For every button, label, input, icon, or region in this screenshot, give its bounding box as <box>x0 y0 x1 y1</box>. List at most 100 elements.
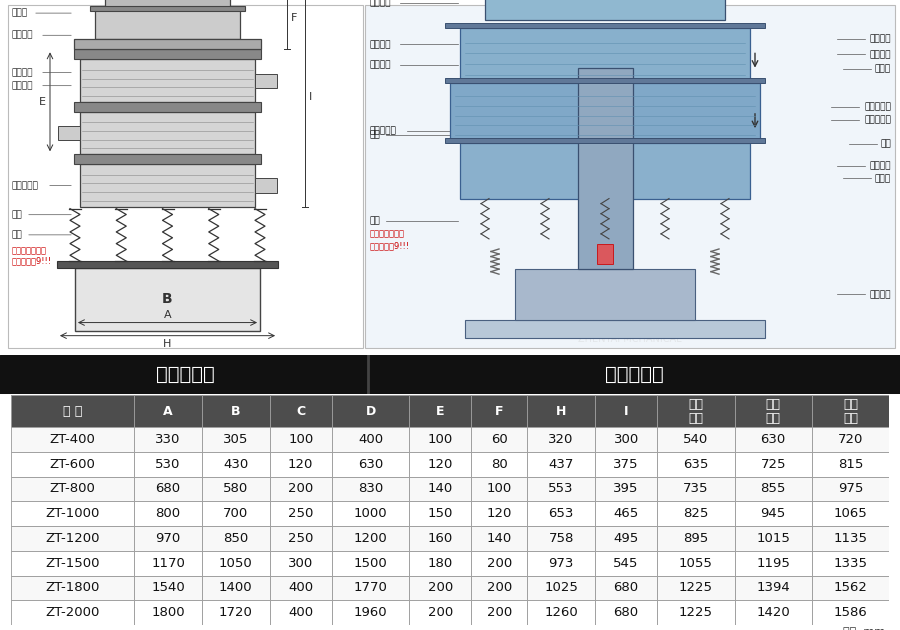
Bar <box>812 526 889 551</box>
Bar <box>270 551 332 576</box>
Text: 140: 140 <box>487 532 512 545</box>
Bar <box>527 600 595 625</box>
Bar <box>134 576 202 600</box>
Text: 850: 850 <box>223 532 248 545</box>
Bar <box>465 319 765 338</box>
Text: ZT-2000: ZT-2000 <box>45 606 100 619</box>
Bar <box>472 501 527 526</box>
Text: 200: 200 <box>487 606 512 619</box>
Text: 465: 465 <box>614 507 639 520</box>
Text: 60: 60 <box>491 433 508 446</box>
Bar <box>485 0 725 20</box>
Bar <box>11 427 134 452</box>
Text: 壓緊環: 壓緊環 <box>12 9 28 18</box>
Bar <box>460 143 750 198</box>
Text: 束環: 束環 <box>370 130 381 140</box>
Text: 束環: 束環 <box>12 210 22 219</box>
Text: 375: 375 <box>614 458 639 471</box>
Text: 外形尺寸圖: 外形尺寸圖 <box>156 365 214 384</box>
Text: F: F <box>291 13 297 23</box>
Bar <box>74 49 261 59</box>
Text: 頂部框架: 頂部框架 <box>12 31 33 40</box>
Text: ZT-1800: ZT-1800 <box>45 581 100 594</box>
Text: A: A <box>163 404 173 418</box>
Bar <box>57 261 278 268</box>
Bar <box>595 501 657 526</box>
Bar <box>595 477 657 501</box>
Text: B: B <box>231 404 240 418</box>
Bar <box>11 452 134 477</box>
Text: 1800: 1800 <box>151 606 184 619</box>
Text: 球形清洗板: 球形清洗板 <box>864 102 891 112</box>
Text: E: E <box>39 97 46 107</box>
Text: ZT-600: ZT-600 <box>50 458 95 471</box>
Bar <box>410 477 472 501</box>
Bar <box>595 576 657 600</box>
Bar <box>58 126 80 140</box>
Text: 100: 100 <box>428 433 453 446</box>
Text: H: H <box>163 339 172 348</box>
Bar <box>812 427 889 452</box>
Text: 830: 830 <box>358 483 383 495</box>
Text: 200: 200 <box>487 557 512 570</box>
Text: 120: 120 <box>428 458 453 471</box>
Text: 120: 120 <box>487 507 512 520</box>
Text: 1335: 1335 <box>833 557 868 570</box>
Bar <box>472 477 527 501</box>
Bar <box>255 74 277 88</box>
Bar <box>527 576 595 600</box>
Text: 振泰機械: 振泰機械 <box>603 314 657 335</box>
Bar <box>410 551 472 576</box>
Bar <box>11 600 134 625</box>
Bar <box>80 59 255 102</box>
Bar <box>11 477 134 501</box>
Bar <box>332 576 410 600</box>
Text: 底部框架: 底部框架 <box>12 81 33 90</box>
Text: 1540: 1540 <box>151 581 185 594</box>
Text: 825: 825 <box>683 507 708 520</box>
Bar <box>595 526 657 551</box>
Bar <box>134 600 202 625</box>
Text: 758: 758 <box>548 532 574 545</box>
Text: 1050: 1050 <box>219 557 253 570</box>
Text: 運輸用固定螺栓: 運輸用固定螺栓 <box>370 229 405 238</box>
Text: 小尺寸粗料: 小尺寸粗料 <box>12 181 39 190</box>
Text: ZT-1500: ZT-1500 <box>45 557 100 570</box>
Bar <box>527 395 595 427</box>
Text: 970: 970 <box>156 532 181 545</box>
Text: 1500: 1500 <box>354 557 387 570</box>
Bar <box>472 551 527 576</box>
Bar <box>270 477 332 501</box>
Bar <box>595 452 657 477</box>
Text: C: C <box>296 404 305 418</box>
Bar <box>332 600 410 625</box>
Bar <box>270 600 332 625</box>
Bar <box>332 395 410 427</box>
Text: 725: 725 <box>760 458 786 471</box>
Bar <box>134 395 202 427</box>
Bar <box>657 395 734 427</box>
Bar <box>11 551 134 576</box>
Text: 800: 800 <box>156 507 181 520</box>
Text: 973: 973 <box>548 557 574 570</box>
Bar <box>202 576 270 600</box>
Text: 彈簧: 彈簧 <box>12 231 22 239</box>
Text: I: I <box>624 404 628 418</box>
Text: ZT-1000: ZT-1000 <box>45 507 100 520</box>
Bar <box>734 576 812 600</box>
Text: 試機時去挸9!!!: 試機時去挸9!!! <box>12 256 52 266</box>
Text: 630: 630 <box>760 433 786 446</box>
Text: 1015: 1015 <box>756 532 790 545</box>
Text: 815: 815 <box>838 458 863 471</box>
Bar <box>74 39 261 49</box>
Bar <box>734 551 812 576</box>
Text: 1135: 1135 <box>833 532 868 545</box>
Text: 80: 80 <box>491 458 508 471</box>
Text: 553: 553 <box>548 483 574 495</box>
Bar <box>202 501 270 526</box>
Text: 400: 400 <box>358 433 383 446</box>
Text: 200: 200 <box>487 581 512 594</box>
Text: H: H <box>556 404 566 418</box>
Text: 330: 330 <box>156 433 181 446</box>
Text: A: A <box>164 309 171 319</box>
